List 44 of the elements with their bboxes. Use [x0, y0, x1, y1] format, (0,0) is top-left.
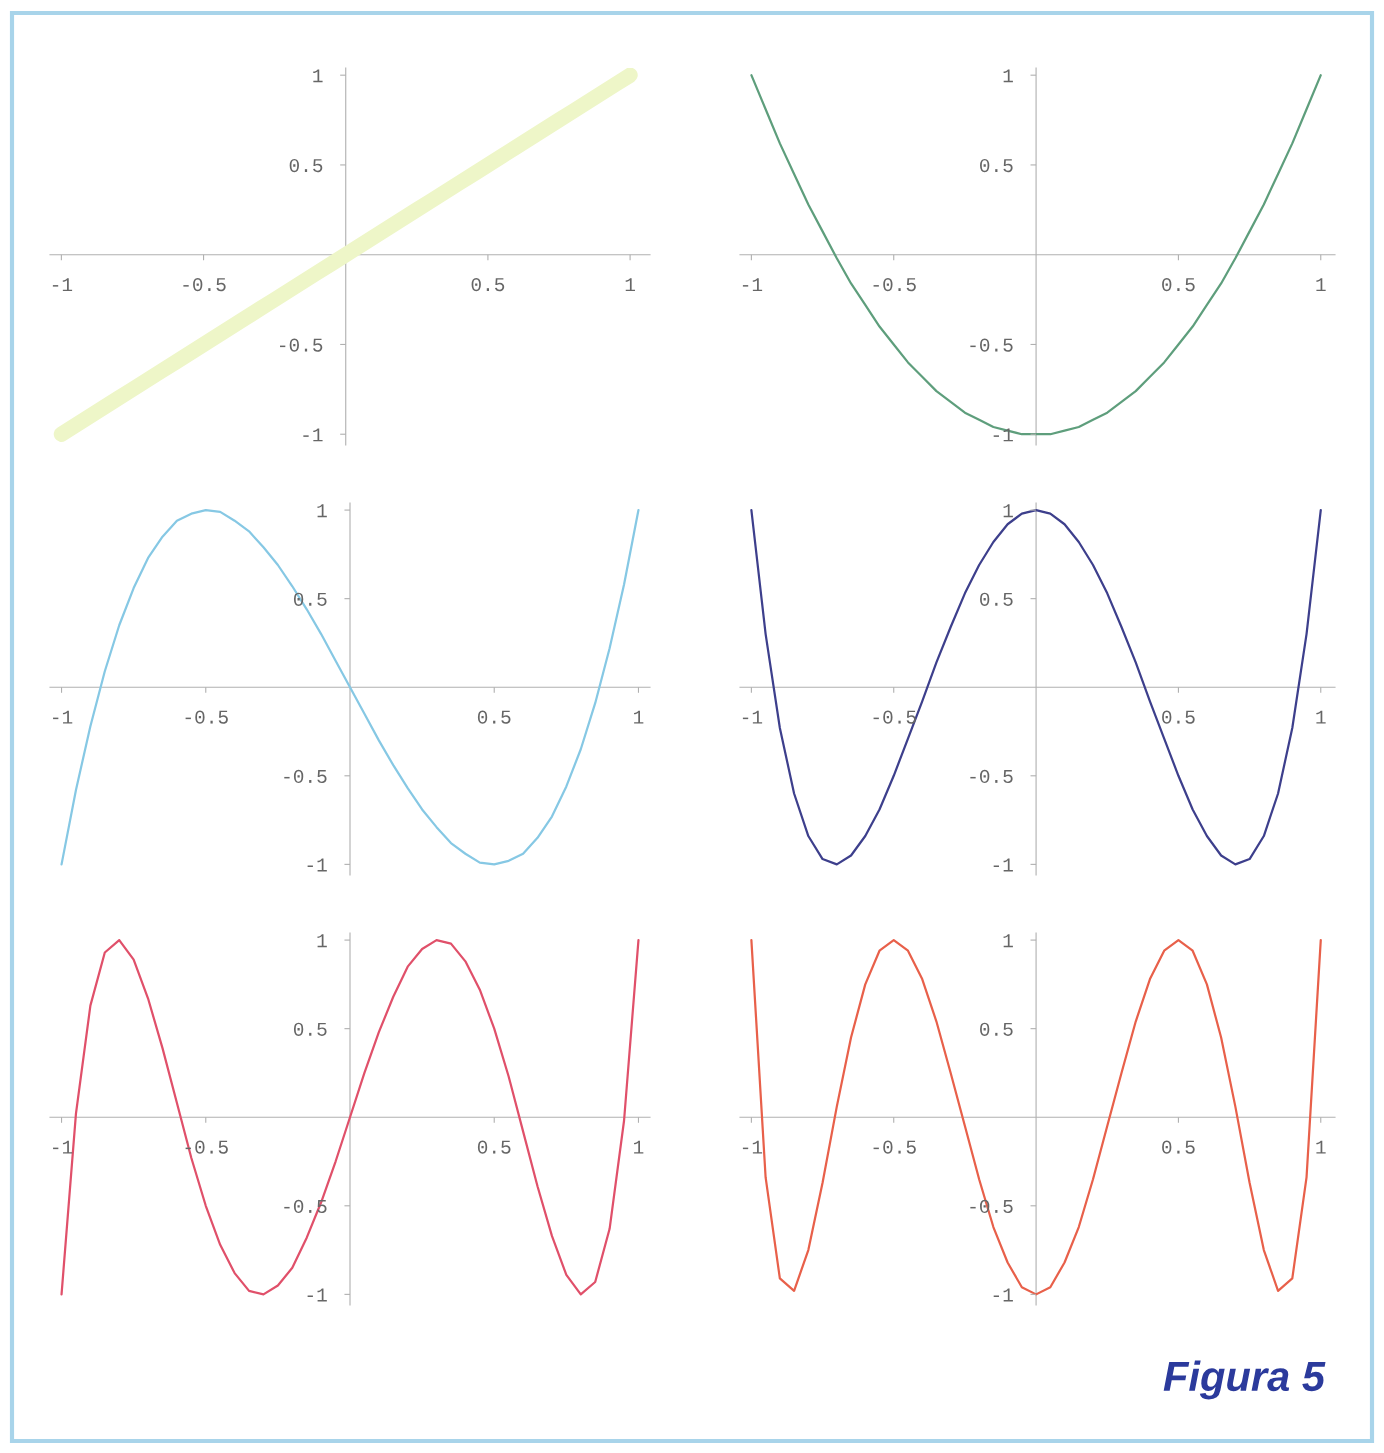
x-tick-label: -1	[742, 278, 763, 292]
y-tick-label: -0.5	[280, 338, 323, 352]
x-tick-label: -0.5	[183, 278, 226, 292]
y-tick-label: -1	[993, 428, 1013, 442]
y-tick-label: 1	[317, 934, 327, 948]
x-tick-label: -1	[742, 1140, 763, 1154]
y-tick-label: -0.5	[970, 769, 1013, 784]
x-tick-label: 0.5	[477, 1140, 511, 1154]
y-tick-label: -0.5	[970, 338, 1013, 352]
y-tick-label: -1	[307, 858, 327, 872]
y-tick-label: 1	[313, 69, 323, 83]
x-tick-label: 1	[1316, 710, 1326, 724]
y-tick-label: -1	[993, 1288, 1013, 1302]
y-tick-label: -1	[993, 858, 1013, 872]
x-tick-label: 1	[634, 710, 644, 724]
y-tick-label: -1	[303, 428, 323, 442]
y-tick-label: 0.5	[980, 158, 1013, 173]
x-tick-label: -1	[742, 710, 763, 724]
y-tick-label: 1	[1003, 934, 1013, 948]
y-tick-label: 1	[1003, 69, 1013, 83]
y-tick-label: -0.5	[284, 769, 327, 784]
y-tick-label: 0.5	[289, 158, 323, 173]
y-tick-label: 1	[317, 504, 327, 518]
x-tick-label: 0.5	[1162, 278, 1195, 292]
x-tick-label: 1	[634, 1140, 644, 1154]
x-tick-label: 1	[625, 278, 635, 292]
x-tick-label: -0.5	[873, 710, 916, 724]
x-tick-label: -0.5	[873, 278, 916, 292]
y-tick-label: 0.5	[293, 1022, 327, 1036]
x-tick-label: -0.5	[873, 1140, 916, 1154]
x-tick-label: 0.5	[1162, 1140, 1195, 1154]
y-tick-label: 0.5	[980, 592, 1013, 606]
x-tick-label: 0.5	[471, 278, 505, 292]
y-tick-label: 0.5	[980, 1022, 1013, 1036]
x-tick-label: 0.5	[1162, 710, 1195, 724]
x-tick-label: -0.5	[185, 710, 228, 724]
x-tick-label: 1	[1316, 1140, 1326, 1154]
x-tick-label: -1	[53, 710, 73, 724]
text: Figura 5	[1163, 1360, 1326, 1400]
x-tick-label: -1	[52, 278, 73, 292]
x-tick-label: 1	[1316, 278, 1326, 292]
y-tick-label: 1	[1003, 504, 1013, 518]
x-tick-label: 0.5	[477, 710, 511, 724]
y-tick-label: -1	[307, 1288, 327, 1302]
